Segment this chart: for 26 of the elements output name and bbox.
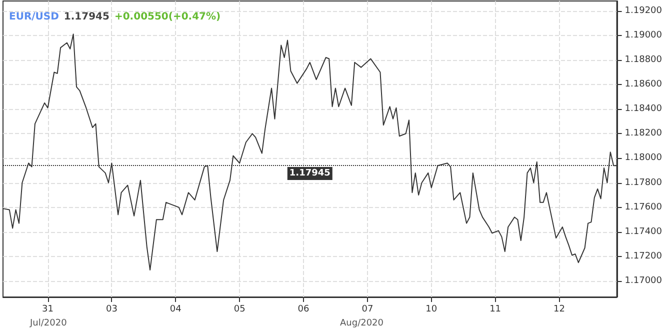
y-tick-label: 1.19200 [624,6,662,16]
y-tick-label: 1.17800 [624,178,662,188]
text: EUR/USD [9,12,59,22]
text: Jul/2020 [29,318,68,328]
x-tick-label: 31 [42,304,54,314]
text: Aug/2020 [340,318,384,328]
y-tick-label: 1.18600 [624,80,662,90]
x-tick-label: 11 [490,304,502,314]
y-tick-label: 1.17000 [624,276,662,286]
x-tick-label: 04 [170,304,182,314]
y-tick-label: 1.17200 [624,251,662,262]
x-tick-label: 12 [554,304,565,314]
y-tick-label: 1.19000 [624,30,662,40]
x-tick-label: 07 [362,304,374,314]
x-tick-label: 05 [234,304,246,314]
y-tick-label: 1.18800 [624,54,662,65]
y-tick-label: 1.17600 [624,202,662,212]
y-tick-label: 1.18200 [624,128,662,139]
ref-line-label: 1.17945 [289,168,330,178]
x-tick-label: 10 [426,304,438,314]
y-tick-label: 1.18400 [624,104,662,114]
y-tick-label: 1.18000 [624,153,662,164]
y-tick-label: 1.17400 [624,226,662,237]
x-tick-label: 06 [298,304,310,314]
x-tick-label: 03 [106,304,118,314]
text: 1.17945 +0.00550(+0.47%) [64,12,221,22]
